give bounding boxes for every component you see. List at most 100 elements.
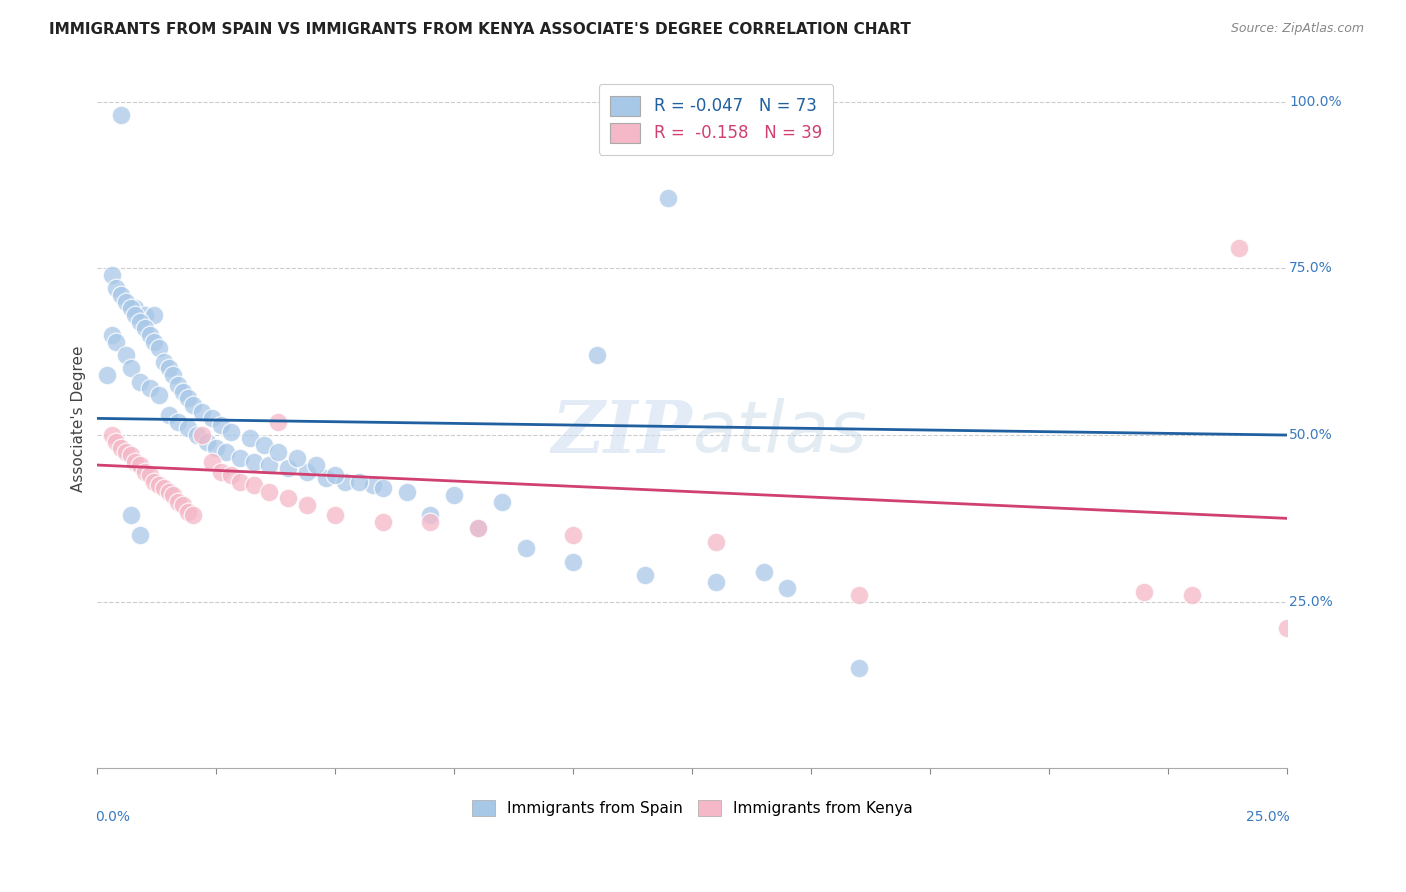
Point <box>443 488 465 502</box>
Point <box>515 541 537 556</box>
Point <box>105 434 128 449</box>
Point <box>848 661 870 675</box>
Point <box>219 468 242 483</box>
Point <box>633 568 655 582</box>
Point <box>371 515 394 529</box>
Point <box>215 444 238 458</box>
Point <box>1275 621 1298 635</box>
Point <box>704 534 727 549</box>
Point <box>195 434 218 449</box>
Point <box>157 484 180 499</box>
Point <box>776 582 799 596</box>
Point <box>153 355 176 369</box>
Point <box>120 361 142 376</box>
Point <box>295 498 318 512</box>
Text: 25.0%: 25.0% <box>1289 595 1333 608</box>
Point <box>295 465 318 479</box>
Point <box>191 428 214 442</box>
Text: 50.0%: 50.0% <box>1289 428 1333 442</box>
Point <box>172 498 194 512</box>
Text: atlas: atlas <box>692 398 866 467</box>
Point <box>562 528 585 542</box>
Point <box>162 488 184 502</box>
Point <box>657 192 679 206</box>
Point <box>110 442 132 456</box>
Point <box>177 421 200 435</box>
Point <box>395 484 418 499</box>
Point <box>124 308 146 322</box>
Point <box>229 475 252 489</box>
Point <box>209 418 232 433</box>
Point <box>848 588 870 602</box>
Point <box>100 328 122 343</box>
Legend: Immigrants from Spain, Immigrants from Kenya: Immigrants from Spain, Immigrants from K… <box>464 792 921 823</box>
Point <box>148 478 170 492</box>
Point <box>243 455 266 469</box>
Point <box>100 268 122 282</box>
Text: Source: ZipAtlas.com: Source: ZipAtlas.com <box>1230 22 1364 36</box>
Point <box>209 465 232 479</box>
Point <box>200 455 222 469</box>
Point <box>124 455 146 469</box>
Point <box>347 475 370 489</box>
Point <box>323 468 346 483</box>
Point <box>167 494 190 508</box>
Point <box>205 442 228 456</box>
Point <box>148 388 170 402</box>
Point <box>134 465 156 479</box>
Point <box>315 471 337 485</box>
Point <box>586 348 609 362</box>
Point <box>120 301 142 316</box>
Point <box>562 555 585 569</box>
Point <box>110 108 132 122</box>
Point <box>191 405 214 419</box>
Point <box>181 398 204 412</box>
Point <box>100 428 122 442</box>
Point <box>1229 242 1251 256</box>
Point <box>181 508 204 522</box>
Point <box>277 491 299 506</box>
Point <box>120 448 142 462</box>
Text: 25.0%: 25.0% <box>1246 810 1289 824</box>
Point <box>752 565 775 579</box>
Point <box>467 521 489 535</box>
Point <box>186 428 208 442</box>
Point <box>148 342 170 356</box>
Point <box>323 508 346 522</box>
Text: 75.0%: 75.0% <box>1289 261 1333 276</box>
Point <box>419 515 441 529</box>
Point <box>229 451 252 466</box>
Point <box>177 392 200 406</box>
Point <box>129 458 152 472</box>
Point <box>277 461 299 475</box>
Point <box>253 438 276 452</box>
Point <box>143 475 166 489</box>
Point <box>138 381 160 395</box>
Point <box>285 451 308 466</box>
Point <box>120 508 142 522</box>
Text: 0.0%: 0.0% <box>96 810 129 824</box>
Point <box>333 475 356 489</box>
Point <box>153 481 176 495</box>
Point <box>167 378 190 392</box>
Point <box>1181 588 1204 602</box>
Point <box>157 361 180 376</box>
Point <box>96 368 118 382</box>
Point <box>267 415 290 429</box>
Point <box>219 425 242 439</box>
Point <box>243 478 266 492</box>
Text: ZIP: ZIP <box>551 397 692 468</box>
Point <box>138 328 160 343</box>
Point <box>105 334 128 349</box>
Point <box>371 481 394 495</box>
Point <box>167 415 190 429</box>
Point <box>257 458 280 472</box>
Point <box>419 508 441 522</box>
Point <box>134 321 156 335</box>
Point <box>491 494 513 508</box>
Point <box>129 375 152 389</box>
Point <box>138 468 160 483</box>
Point <box>467 521 489 535</box>
Point <box>177 505 200 519</box>
Point <box>115 348 138 362</box>
